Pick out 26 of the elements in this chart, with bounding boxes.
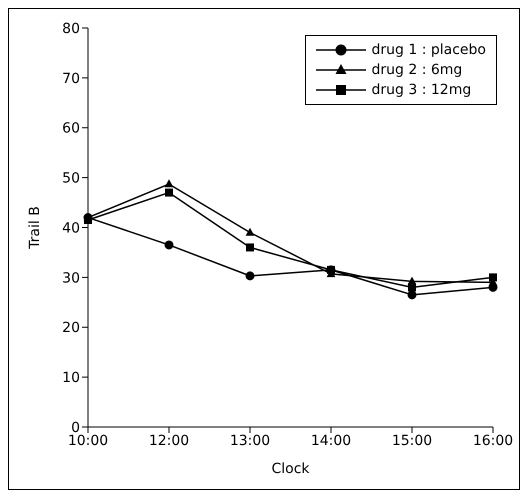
y-tick-label: 80 — [62, 20, 80, 37]
y-tick-label: 30 — [62, 270, 80, 286]
x-tick-label: 16:00 — [472, 432, 514, 449]
y-tick-label: 70 — [62, 70, 80, 87]
point — [165, 188, 173, 197]
point — [408, 290, 416, 300]
point — [164, 179, 174, 188]
point — [246, 243, 254, 252]
y-tick-label: 60 — [62, 120, 80, 137]
point — [246, 228, 254, 236]
y-tick-label: 20 — [62, 320, 80, 336]
y-axis-title: Trail B — [26, 206, 43, 250]
x-axis-title: Clock — [271, 461, 310, 477]
legend-label: drug 1 : placebo — [372, 41, 486, 60]
x-tick-label: 15:00 — [392, 432, 432, 449]
point — [164, 240, 174, 250]
point — [246, 271, 254, 280]
legend-label: drug 3 : 12mg — [372, 81, 472, 100]
y-tick-label: 40 — [62, 220, 80, 236]
point — [408, 276, 416, 285]
x-tick-label: 13:00 — [230, 432, 270, 449]
legend-label: drug 2 : 6mg — [372, 61, 462, 80]
x-tick-label: 12:00 — [148, 432, 190, 449]
y-tick-label: 10 — [62, 370, 80, 386]
y-tick-label: 50 — [62, 170, 80, 187]
x-tick-label: 14:00 — [310, 432, 352, 449]
